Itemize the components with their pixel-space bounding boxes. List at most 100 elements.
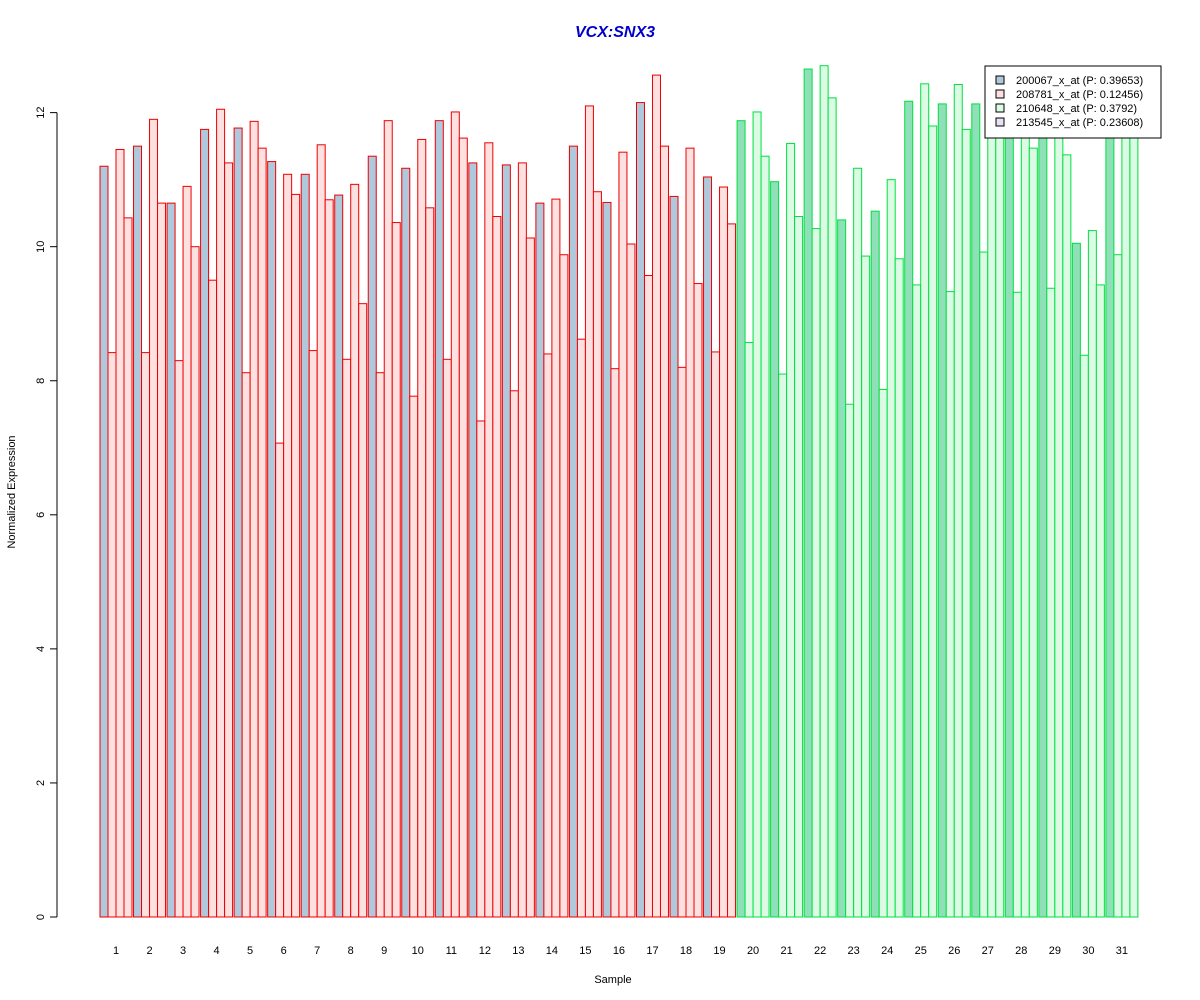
bar-sample-18-series-3 (685, 147, 695, 918)
bar-sample-28-series-3 (1020, 122, 1030, 918)
bar-sample-5-series-3 (249, 120, 259, 918)
legend-entry: 208781_x_at (P: 0.12456) (1016, 89, 1143, 101)
bar-sample-14-series-1 (535, 202, 545, 918)
bar-sample-31-series-1 (1105, 135, 1115, 918)
bar-sample-7-series-2 (308, 350, 318, 918)
bar-sample-11-series-1 (434, 120, 444, 918)
bar-sample-23-series-1 (837, 219, 847, 918)
bar-sample-30-series-4 (1095, 284, 1105, 918)
bar-sample-4-series-3 (216, 108, 226, 918)
bar-sample-25-series-4 (928, 125, 938, 918)
x-tick-label: 8 (348, 945, 354, 957)
bar-sample-12-series-2 (476, 420, 486, 918)
bar-sample-21-series-4 (794, 216, 804, 918)
x-tick-label: 28 (1015, 945, 1027, 957)
bar-sample-18-series-2 (677, 366, 687, 918)
x-tick-label: 18 (680, 945, 692, 957)
bar-sample-30-series-2 (1079, 354, 1089, 918)
bar-sample-14-series-4 (559, 254, 569, 918)
legend-entry: 210648_x_at (P: 0.3792) (1016, 103, 1137, 115)
y-tick-label: 6 (35, 512, 47, 518)
bar-sample-9-series-4 (391, 222, 401, 918)
x-tick-label: 5 (247, 945, 253, 957)
legend: 200067_x_at (P: 0.39653) 208781_x_at (P: … (984, 65, 1162, 139)
bar-sample-19-series-4 (727, 223, 737, 918)
bar-sample-17-series-3 (651, 74, 661, 918)
bar-sample-21-series-3 (786, 142, 796, 918)
bar-sample-3-series-2 (174, 360, 184, 918)
bar-sample-27-series-2 (979, 251, 989, 918)
y-tick-label: 12 (35, 107, 47, 119)
bar-sample-12-series-4 (492, 216, 502, 918)
bar-sample-26-series-3 (953, 83, 963, 918)
bar-sample-24-series-1 (870, 210, 880, 918)
bar-sample-13-series-1 (501, 164, 511, 918)
bar-sample-27-series-3 (987, 105, 997, 918)
x-tick-label: 15 (579, 945, 591, 957)
bar-sample-10-series-2 (409, 395, 419, 918)
bar-sample-15-series-1 (568, 145, 578, 918)
x-tick-label: 29 (1049, 945, 1061, 957)
bar-sample-28-series-1 (1004, 135, 1014, 918)
x-tick-label: 31 (1116, 945, 1128, 957)
x-tick-label: 19 (713, 945, 725, 957)
x-tick-label: 1 (113, 945, 119, 957)
bar-sample-12-series-1 (468, 162, 478, 918)
bar-sample-25-series-2 (912, 284, 922, 918)
bar-sample-4-series-2 (208, 279, 218, 918)
bar-sample-2-series-3 (149, 118, 159, 918)
bar-sample-4-series-1 (200, 128, 210, 918)
bar-sample-22-series-3 (819, 65, 829, 918)
bar-sample-9-series-1 (367, 155, 377, 918)
bar-sample-24-series-4 (894, 258, 904, 918)
x-axis: 1 2 3 4 5 6 7 8 9 10 11 12 13 14 15 16 17 18 19 20 21 22 23 24 2… (113, 945, 1128, 957)
bar-sample-16-series-4 (626, 243, 636, 918)
x-tick-label: 6 (281, 945, 287, 957)
bar-sample-27-series-4 (995, 135, 1005, 918)
bar-sample-26-series-4 (961, 128, 971, 918)
x-tick-label: 14 (546, 945, 558, 957)
bar-sample-23-series-2 (845, 403, 855, 918)
bar-sample-1-series-1 (99, 165, 109, 918)
bar-sample-15-series-4 (592, 191, 602, 918)
bar-sample-23-series-4 (861, 255, 871, 918)
bar-sample-6-series-2 (275, 442, 285, 918)
bar-sample-21-series-1 (770, 181, 780, 918)
bar-sample-30-series-3 (1087, 230, 1097, 918)
bar-sample-19-series-3 (719, 186, 729, 918)
bar-sample-8-series-4 (358, 303, 368, 918)
x-tick-label: 17 (646, 945, 658, 957)
bar-sample-10-series-3 (417, 138, 427, 918)
bar-sample-27-series-1 (971, 103, 981, 918)
bar-sample-3-series-3 (182, 185, 192, 918)
bar-sample-31-series-2 (1113, 254, 1123, 918)
bar-sample-20-series-4 (760, 155, 770, 918)
bar-sample-7-series-4 (324, 199, 334, 918)
legend-box (984, 65, 1162, 139)
x-tick-label: 13 (512, 945, 524, 957)
bar-sample-26-series-2 (945, 291, 955, 918)
bar-sample-9-series-3 (383, 120, 393, 918)
bar-sample-16-series-3 (618, 151, 628, 918)
bar-sample-25-series-3 (920, 83, 930, 918)
bar-sample-14-series-2 (543, 353, 553, 918)
bar-sample-8-series-1 (334, 194, 344, 918)
bar-sample-6-series-4 (291, 193, 301, 918)
x-tick-label: 22 (814, 945, 826, 957)
x-tick-label: 12 (479, 945, 491, 957)
y-tick-label: 4 (35, 646, 47, 652)
x-tick-label: 25 (915, 945, 927, 957)
bar-sample-3-series-4 (190, 246, 200, 918)
bar-sample-28-series-2 (1012, 291, 1022, 918)
bar-sample-4-series-4 (224, 162, 234, 918)
x-tick-label: 7 (314, 945, 320, 957)
y-tick-label: 8 (35, 378, 47, 384)
bar-sample-16-series-1 (602, 201, 612, 918)
bar-sample-7-series-1 (300, 173, 310, 918)
bar-sample-29-series-4 (1062, 154, 1072, 918)
bar-sample-3-series-1 (166, 202, 176, 918)
bar-sample-6-series-3 (283, 173, 293, 918)
bar-sample-9-series-2 (375, 372, 385, 918)
y-axis-label: Normalized Expression (6, 435, 18, 548)
legend-swatch (995, 103, 1005, 113)
